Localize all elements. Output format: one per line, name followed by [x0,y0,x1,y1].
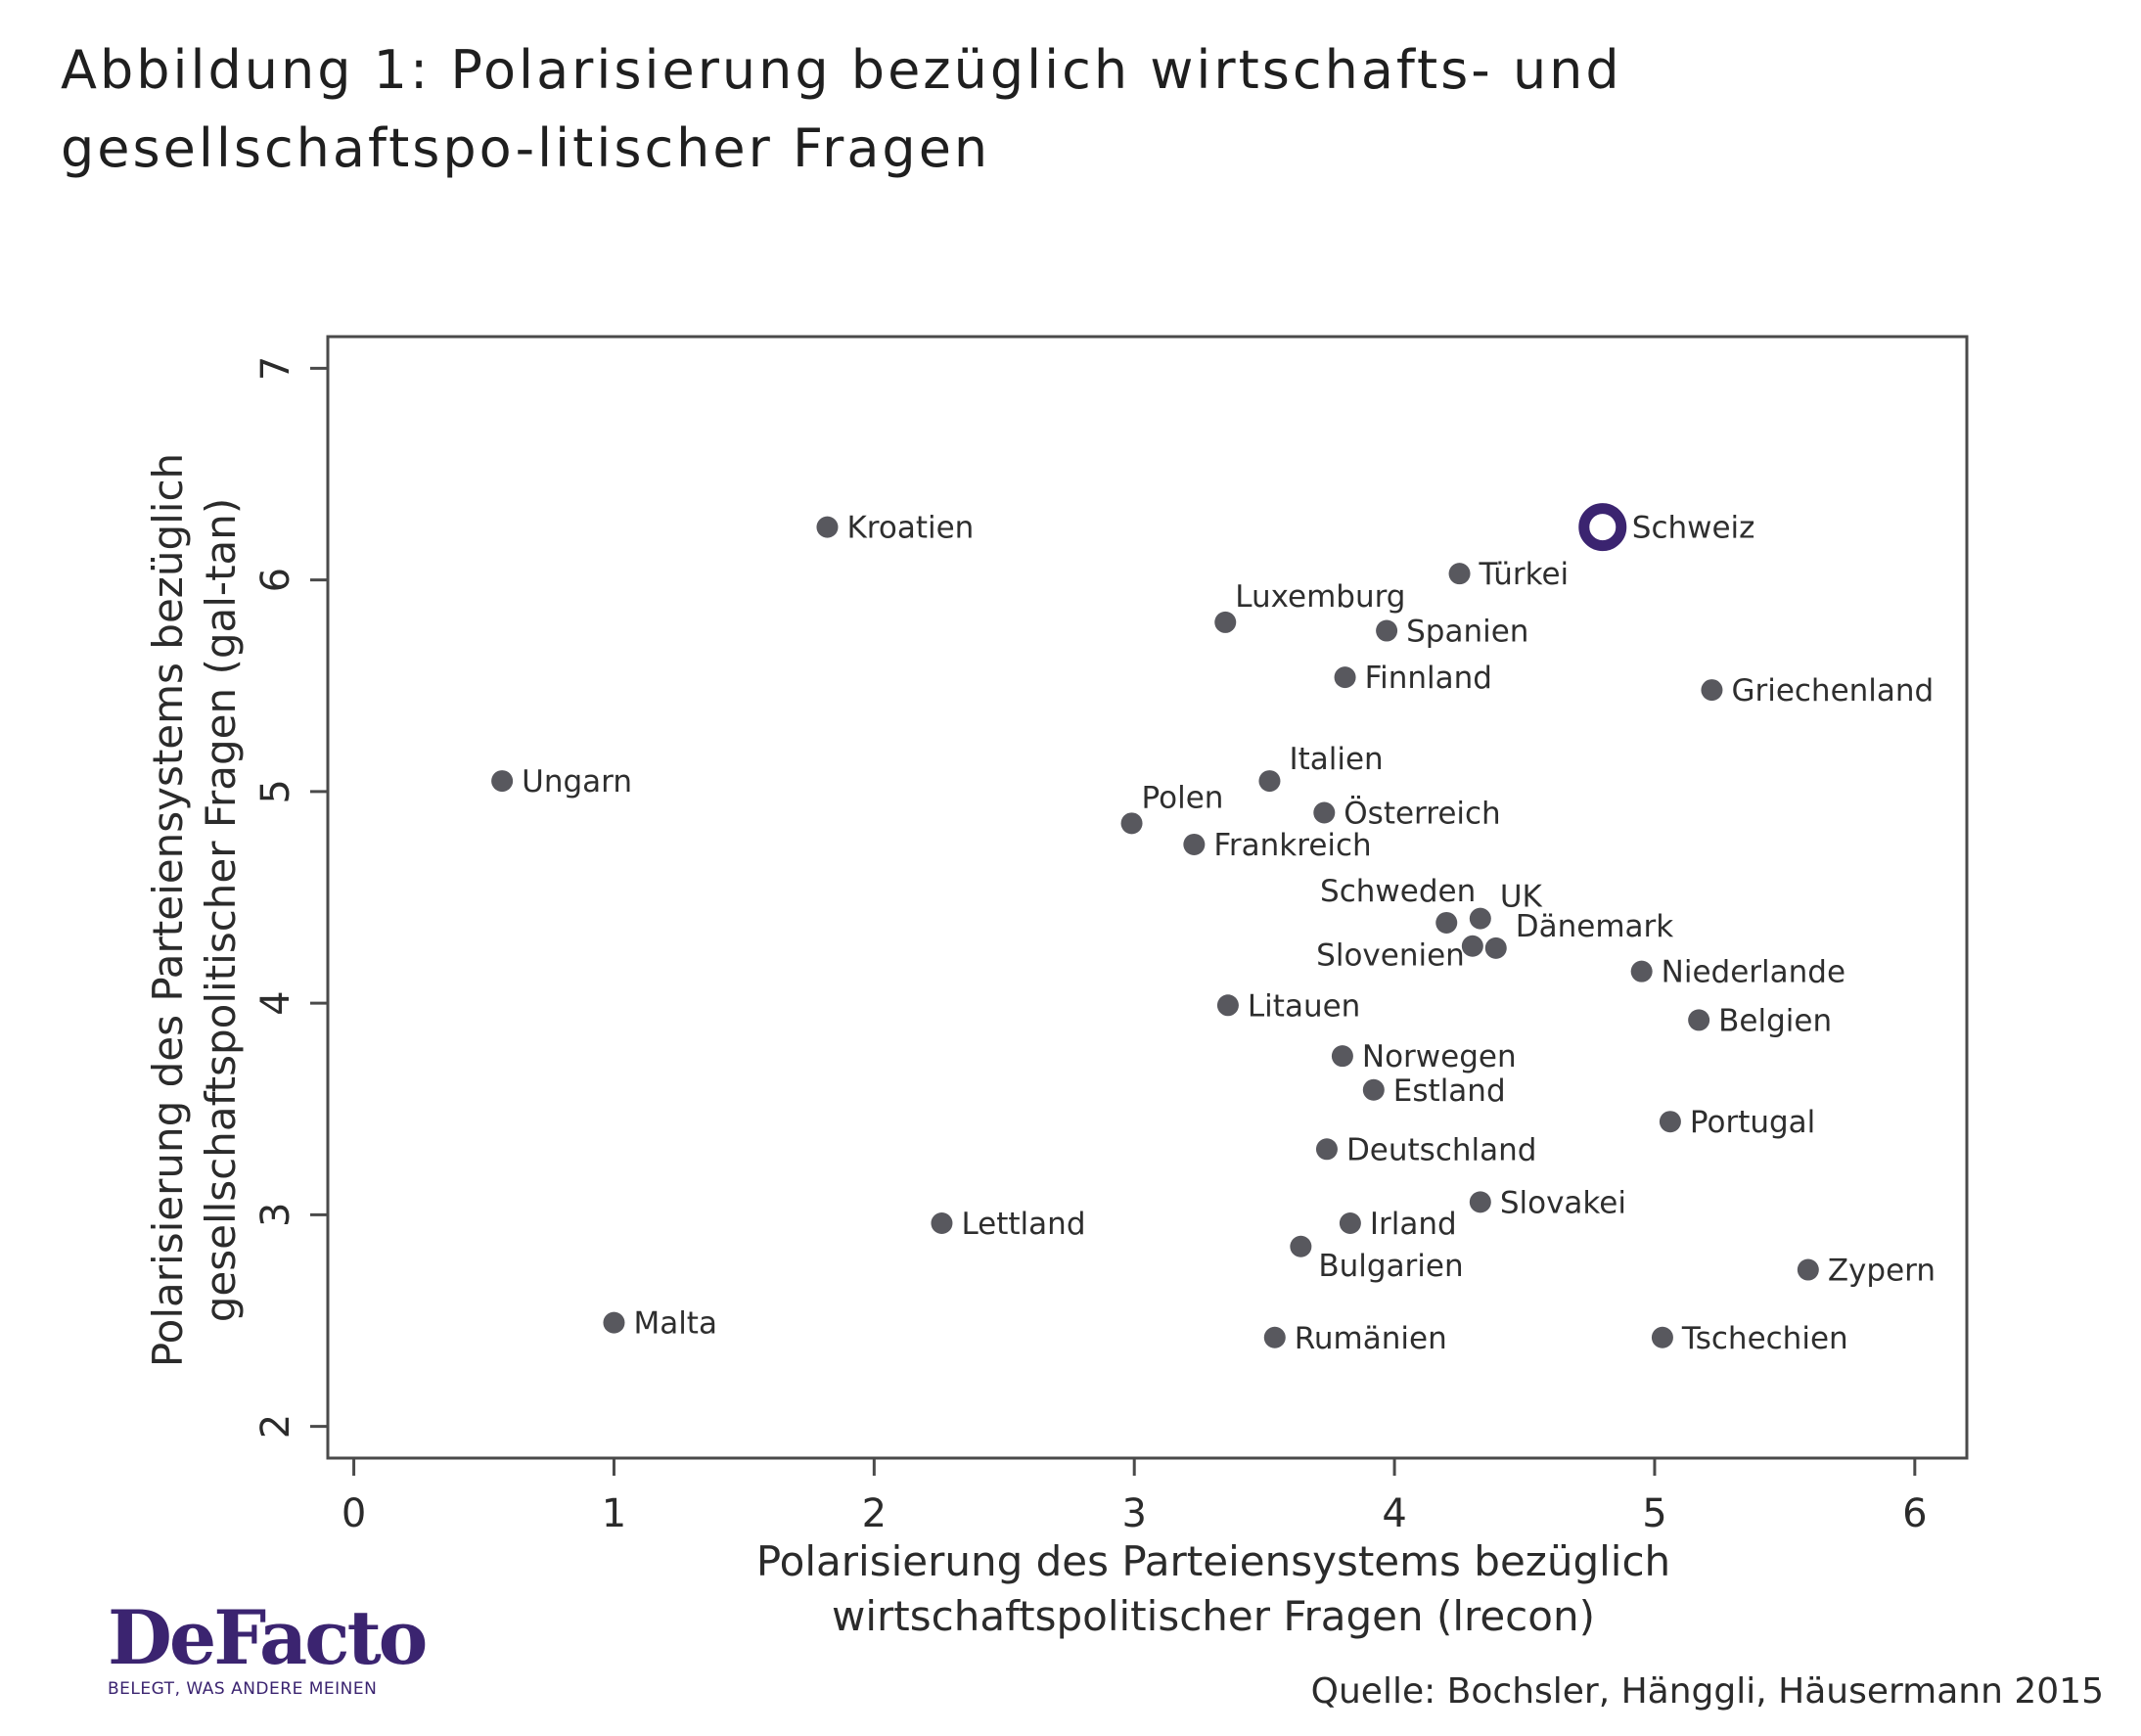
brand-tagline: BELEGT, WAS ANDERE MEINEN [108,1679,378,1699]
label-estland: Estland [1393,1074,1506,1109]
point-schweiz [1578,503,1627,552]
point-italien [1258,770,1281,793]
point-griechenland [1701,679,1723,702]
point-slovakei [1469,1191,1491,1213]
label-schweiz: Schweiz [1632,511,1755,546]
point-spanien [1376,619,1398,642]
point-schweden [1435,911,1458,934]
label-rum-nien: Rumänien [1295,1321,1447,1356]
x-tick-label: 5 [1642,1491,1666,1536]
defacto-logo: DeFacto BELEGT, WAS ANDERE MEINEN [108,1594,428,1700]
point-tschechien [1651,1326,1673,1348]
label-zypern: Zypern [1828,1254,1936,1289]
point-irland [1339,1211,1361,1234]
y-tick-label: 2 [253,1414,298,1439]
label-uk: UK [1500,880,1543,915]
point-deutschland [1315,1138,1338,1161]
x-axis-title-line-1: Polarisierung des Parteiensystems bezügl… [756,1537,1670,1585]
x-tick-label: 1 [602,1491,626,1536]
y-tick-label: 3 [253,1203,298,1227]
label-d-nemark: Dänemark [1516,909,1674,944]
point-bulgarien [1290,1235,1312,1257]
y-axis-title-line-1: Polarisierung des Parteiensystems bezügl… [144,453,192,1367]
page-title: Abbildung 1: Polarisierung bezüglich wir… [61,39,1622,179]
point-malta [603,1311,625,1334]
point-rum-nien [1263,1326,1286,1348]
y-tick-label: 7 [253,356,298,381]
label-ungarn: Ungarn [522,764,632,799]
point-zypern [1797,1258,1819,1281]
point-norwegen [1331,1045,1353,1068]
point-uk [1469,907,1491,930]
label-niederlande: Niederlande [1662,955,1845,990]
point-polen [1120,812,1143,835]
point-d-nemark [1484,937,1507,959]
point-t-rkei [1448,563,1471,585]
label-norwegen: Norwegen [1362,1039,1517,1074]
label-slovakei: Slovakei [1500,1185,1626,1220]
label-italien: Italien [1289,742,1383,777]
point-estland [1362,1078,1385,1101]
x-tick-label: 0 [342,1491,366,1536]
label-luxemburg: Luxemburg [1235,579,1405,615]
point-ungarn [491,770,514,793]
point-niederlande [1630,960,1653,982]
y-tick-label: 6 [253,568,298,592]
label-slovenien: Slovenien [1316,938,1465,974]
label-irland: Irland [1370,1207,1457,1242]
source-note: Quelle: Bochsler, Hänggli, Häusermann 20… [1311,1671,2104,1712]
y-axis-title-line-2: gesellschaftspolitischer Fragen (gal-tan… [197,498,245,1323]
point-kroatien [816,516,839,538]
axis-ticks: 0 1 2 3 4 5 6 2 3 4 5 6 7 [253,356,1928,1536]
point-frankreich [1183,833,1206,855]
label-finnland: Finnland [1365,661,1492,696]
x-tick-label: 3 [1121,1491,1146,1536]
label-polen: Polen [1142,780,1224,815]
point-lettland [931,1211,953,1234]
label-lettland: Lettland [961,1207,1085,1242]
label-tschechien: Tschechien [1681,1321,1848,1356]
point-slovenien [1461,935,1483,957]
label-spanien: Spanien [1406,615,1528,650]
point-litauen [1216,994,1239,1017]
label--sterreich: Österreich [1344,796,1500,832]
label-belgien: Belgien [1718,1003,1832,1038]
label-griechenland: Griechenland [1731,673,1934,708]
point--sterreich [1313,801,1336,824]
x-tick-label: 6 [1902,1491,1927,1536]
label-bulgarien: Bulgarien [1318,1249,1463,1284]
label-deutschland: Deutschland [1346,1132,1537,1167]
y-tick-label: 5 [253,779,298,803]
label-malta: Malta [633,1306,717,1342]
label-frankreich: Frankreich [1213,828,1371,863]
point-finnland [1334,666,1356,689]
data-points [491,503,1819,1348]
plot-frame [326,335,1969,1460]
label-portugal: Portugal [1690,1105,1815,1140]
x-tick-label: 4 [1382,1491,1406,1536]
label-schweden: Schweden [1320,874,1476,909]
x-axis-title-line-2: wirtschaftspolitischer Fragen (lrecon) [832,1592,1595,1640]
label-kroatien: Kroatien [846,511,974,546]
label-t-rkei: Türkei [1479,557,1570,592]
label-litauen: Litauen [1248,988,1360,1024]
point-luxemburg [1214,611,1237,633]
point-portugal [1659,1111,1681,1133]
y-tick-label: 4 [253,990,298,1015]
x-tick-label: 2 [862,1491,887,1536]
point-belgien [1688,1009,1710,1031]
brand-name: DeFacto [108,1594,428,1681]
